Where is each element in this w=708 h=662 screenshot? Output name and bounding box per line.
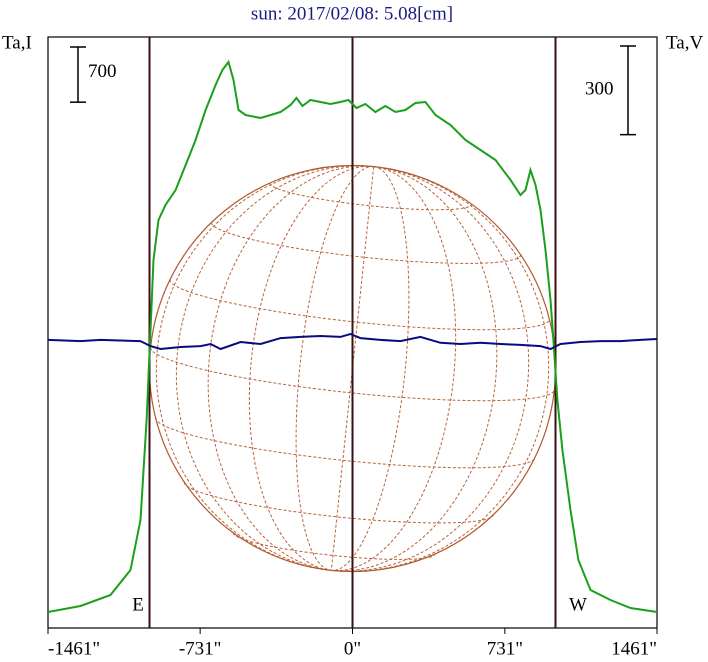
parallel <box>155 417 536 469</box>
parallel <box>183 481 495 524</box>
parallel <box>210 222 522 264</box>
series-line <box>48 332 657 351</box>
series-line <box>48 59 657 613</box>
meridian <box>155 165 374 571</box>
y2-axis-label: Ta,V <box>666 32 703 53</box>
y-axis-label: Ta,I <box>2 32 32 53</box>
x-tick-label: -731" <box>179 638 222 659</box>
meridian <box>175 165 374 571</box>
meridian <box>331 166 457 572</box>
scale-bar-label: 300 <box>585 79 614 100</box>
meridian <box>331 166 550 572</box>
meridian <box>331 166 410 571</box>
meridian <box>331 166 498 572</box>
meridian <box>248 165 374 571</box>
x-tick-label: 0" <box>344 638 361 659</box>
west-label: W <box>569 594 587 615</box>
x-tick-label: 731" <box>487 638 523 659</box>
x-tick-label: 1461" <box>611 638 657 659</box>
east-label: E <box>132 594 144 615</box>
chart-title: sun: 2017/02/08: 5.08[cm] <box>251 3 453 24</box>
meridian <box>295 166 374 571</box>
parallel <box>169 279 550 331</box>
scale-bar-label: 700 <box>88 61 117 82</box>
parallel <box>232 532 436 560</box>
meridian <box>331 166 530 572</box>
meridian <box>207 165 374 571</box>
parallel <box>150 347 555 402</box>
x-tick-label: -1461" <box>48 638 100 659</box>
